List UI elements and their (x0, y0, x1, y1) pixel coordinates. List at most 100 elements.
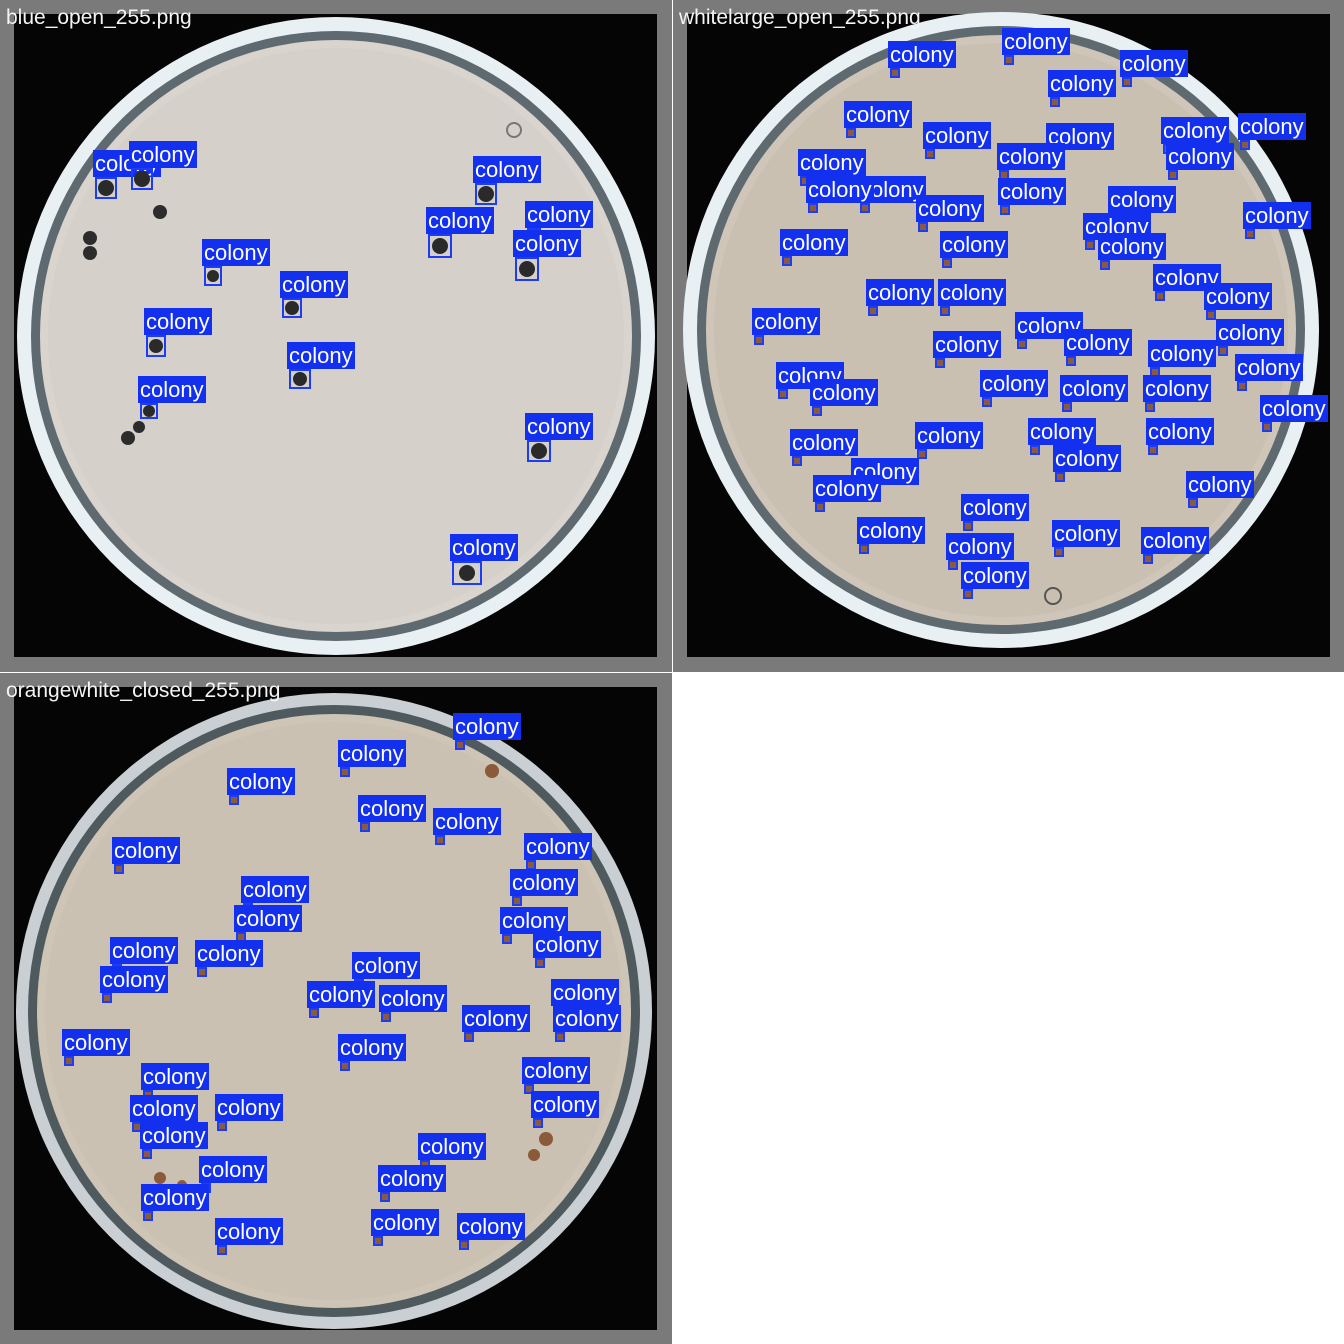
colony-mark (503, 935, 511, 943)
detection-label: colony (110, 937, 178, 964)
detection-label: colony (453, 713, 521, 740)
colony-detection: colony (1260, 395, 1328, 432)
colony-mark (1207, 311, 1215, 319)
colony-mark (341, 768, 349, 776)
bounding-box (1155, 291, 1165, 301)
bounding-box (1262, 422, 1272, 432)
colony-mark (103, 994, 111, 1002)
colony-mark (143, 405, 155, 417)
colony-mark (964, 522, 972, 530)
bounding-box (1240, 140, 1250, 150)
colony-detection: colony (1235, 354, 1303, 391)
bounding-box (527, 440, 551, 462)
bounding-box (64, 1056, 74, 1066)
bounding-box (340, 767, 350, 777)
colony-mark (1156, 292, 1164, 300)
colony-detection: colony (379, 985, 447, 1022)
bounding-box (512, 896, 522, 906)
detection-label: colony (888, 41, 956, 68)
bounding-box (1188, 498, 1198, 508)
colony-mark (1149, 446, 1157, 454)
colony-detection: colony (524, 833, 592, 870)
bounding-box (102, 993, 112, 1003)
colony-mark (459, 565, 475, 581)
colony-mark (941, 307, 949, 315)
colony-mark (1151, 368, 1159, 376)
bounding-box (502, 934, 512, 944)
detection-label: colony (1141, 527, 1209, 554)
detection-label: colony (338, 1034, 406, 1061)
bounding-box (948, 560, 958, 570)
detection-label: colony (371, 1209, 439, 1236)
detection-label: colony (62, 1029, 130, 1056)
detection-label: colony (940, 231, 1008, 258)
colony-mark (460, 1241, 468, 1249)
bounding-box (792, 456, 802, 466)
detection-label: colony (450, 534, 518, 561)
colony-mark (218, 1246, 226, 1254)
colony-mark (861, 204, 869, 212)
detection-label: colony (215, 1094, 283, 1121)
colony-mark (918, 450, 926, 458)
colony-detection: colony (234, 905, 302, 942)
detection-label: colony (100, 966, 168, 993)
colony-mark (207, 270, 219, 282)
bounding-box (1122, 77, 1132, 87)
detection-label: colony (866, 279, 934, 306)
colony-mark (436, 836, 444, 844)
detection-label: colony (227, 768, 295, 795)
colony-mark (1086, 241, 1094, 249)
colony-detection: colony (280, 271, 348, 318)
detection-label: colony (525, 413, 593, 440)
colony-detection: colony (338, 740, 406, 777)
image-panel-orangewhite-closed: orangewhite_closed_255.png colony colony c… (0, 673, 672, 1344)
colony-detection: colony (1015, 312, 1083, 349)
detection-label: colony (307, 981, 375, 1008)
colony-detection: colony (776, 362, 844, 399)
colony-mark (1005, 56, 1013, 64)
detection-label: colony (473, 156, 541, 183)
colony-mark (293, 372, 307, 386)
bounding-box (1050, 97, 1060, 107)
colony-mark (382, 1013, 390, 1021)
colony-mark (536, 959, 544, 967)
colony-mark (1067, 357, 1075, 365)
image-panel-whitelarge-open: whitelarge_open_255.png colony colony colo… (673, 0, 1344, 672)
bounding-box (381, 1012, 391, 1022)
bounding-box (197, 967, 207, 977)
colony-detection: colony (110, 937, 178, 974)
bounding-box (935, 358, 945, 368)
bounding-box (917, 449, 927, 459)
colony-mark (237, 933, 245, 941)
colony-mark (456, 741, 464, 749)
bounding-box (309, 1008, 319, 1018)
colony-mark (1219, 347, 1227, 355)
colony-mark (813, 407, 821, 415)
colony-detection: colony (1064, 329, 1132, 366)
detection-label: colony (513, 230, 581, 257)
colony-mark (525, 1085, 533, 1093)
bounding-box (146, 335, 166, 357)
bounding-box (289, 369, 311, 389)
detection-label: colony (352, 952, 420, 979)
colony-detection: colony (215, 1218, 283, 1255)
petri-dish-photo (14, 687, 657, 1330)
colony-detection: colony (888, 41, 956, 78)
bounding-box (515, 257, 539, 281)
colony-detection: colony (418, 1133, 486, 1170)
colony-detection: colony (473, 156, 541, 205)
colony-mark (1031, 446, 1039, 454)
bounding-box (982, 397, 992, 407)
colony-detection: colony (426, 207, 494, 258)
detection-label: colony (141, 1063, 209, 1090)
bounding-box (380, 1192, 390, 1202)
colony-mark (891, 69, 899, 77)
bounding-box (846, 128, 856, 138)
detection-label: colony (844, 101, 912, 128)
colony-detection: colony (140, 1122, 208, 1159)
colony-detection: colony (938, 279, 1006, 316)
colony-mark (1018, 340, 1026, 348)
colony-detection: colony (533, 931, 601, 968)
bounding-box (340, 1061, 350, 1071)
bounding-box (1245, 229, 1255, 239)
